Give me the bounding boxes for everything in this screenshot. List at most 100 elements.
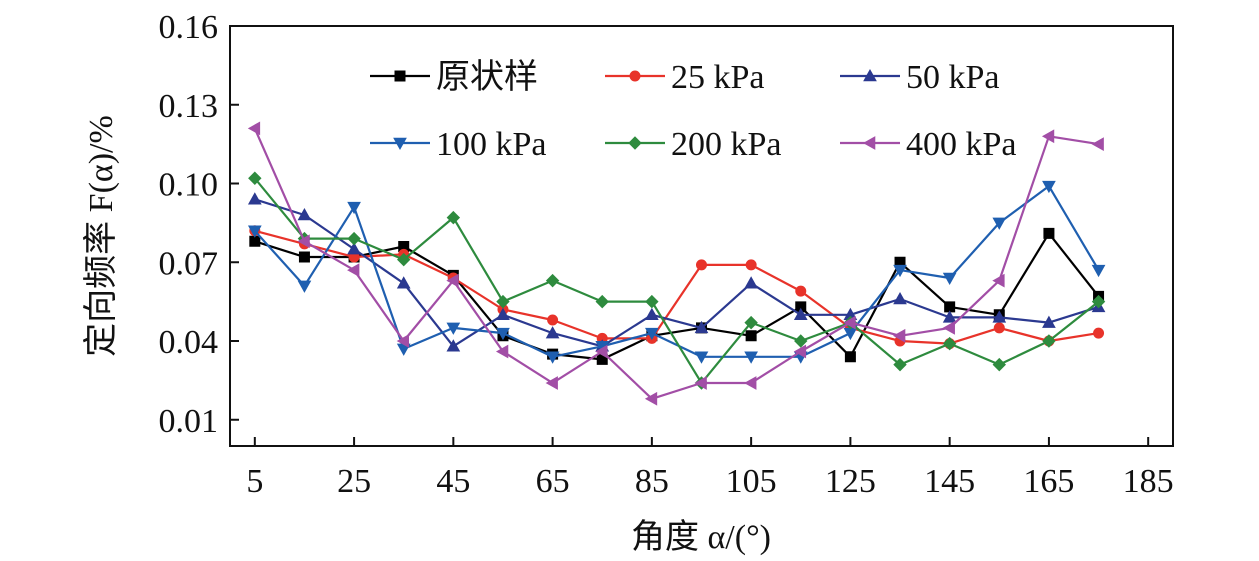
data-point (545, 351, 560, 364)
series-line (254, 198, 1099, 348)
x-axis: 5 25 45 65 85 105 125 145 165 185 (246, 437, 1174, 500)
x-tick-label: 85 (635, 463, 669, 500)
legend-item: 100 kPa (370, 126, 547, 163)
data-point (347, 242, 361, 255)
data-point (347, 263, 360, 277)
data-point (446, 273, 459, 288)
data-point (1042, 180, 1056, 194)
legend-label: 50 kPa (906, 59, 1000, 96)
data-point (843, 327, 858, 341)
series (249, 225, 1105, 350)
x-axis-title: 角度 α/(°) (631, 518, 771, 556)
data-point (644, 391, 658, 406)
legend-item: 原状样 (370, 58, 538, 96)
data-point (893, 357, 907, 372)
data-point (794, 334, 808, 348)
data-point (992, 310, 1007, 323)
data-point (863, 68, 877, 82)
data-point (297, 207, 312, 221)
data-point (744, 315, 758, 330)
data-point (843, 315, 856, 330)
legend-label: 200 kPa (671, 126, 782, 163)
data-point (298, 251, 310, 263)
data-point (694, 351, 709, 364)
series (247, 192, 1106, 352)
data-point (496, 294, 510, 309)
legend-label: 25 kPa (671, 59, 765, 96)
x-tick-label: 165 (1023, 463, 1074, 500)
legend-item: 200 kPa (605, 126, 782, 163)
data-point (1041, 129, 1055, 144)
series-line (253, 185, 1100, 358)
data-point (397, 252, 411, 267)
legend-label: 100 kPa (436, 126, 547, 163)
data-point (744, 351, 758, 364)
legend: 原状样 25 kPa 50 kPa 100 kPa 200 kPa 400 kPa (370, 58, 1017, 163)
data-point (993, 322, 1005, 334)
data-point (545, 273, 560, 288)
data-point (645, 327, 659, 341)
data-point (1042, 315, 1056, 328)
series-line (254, 232, 1100, 361)
data-point (744, 276, 758, 289)
data-point (893, 264, 907, 278)
y-tick-label: 0.01 (159, 403, 219, 440)
data-point (893, 291, 907, 305)
data-point (347, 201, 361, 215)
series-layer (247, 121, 1106, 406)
data-point (645, 294, 659, 309)
data-point (628, 136, 642, 150)
data-point (694, 320, 709, 334)
x-tick-label: 145 (924, 463, 975, 500)
data-point (248, 171, 262, 185)
data-point (1091, 294, 1106, 309)
y-axis-title: 定向频率 F(α)/% (82, 115, 120, 357)
x-tick-label: 185 (1123, 463, 1174, 500)
data-point (393, 137, 407, 151)
data-point (1043, 227, 1055, 239)
series (248, 171, 1106, 390)
data-point (396, 276, 411, 289)
data-point (744, 376, 757, 390)
series-line (253, 127, 1099, 400)
data-point (446, 339, 461, 352)
data-point (992, 357, 1006, 372)
y-tick-label: 0.04 (159, 324, 219, 361)
data-point (942, 336, 957, 351)
data-point (696, 259, 707, 271)
series-line (254, 229, 1099, 345)
data-point (495, 344, 509, 359)
data-point (547, 314, 559, 326)
data-point (297, 280, 312, 293)
legend-item: 25 kPa (605, 59, 765, 96)
data-point (446, 210, 461, 225)
data-point (745, 259, 757, 271)
data-point (844, 351, 856, 363)
y-tick-label: 0.10 (159, 167, 219, 204)
y-axis: 0.01 0.04 0.07 0.10 0.13 0.16 (159, 9, 239, 440)
series-line (253, 177, 1100, 385)
data-point (942, 272, 957, 286)
data-point (1091, 264, 1106, 278)
x-tick-label: 125 (825, 463, 876, 500)
data-point (595, 344, 608, 359)
data-point (297, 234, 310, 249)
y-tick-label: 0.16 (159, 9, 219, 46)
data-point (745, 330, 757, 342)
data-point (247, 192, 262, 205)
data-point (942, 321, 955, 335)
y-tick-label: 0.13 (159, 88, 219, 125)
data-point (795, 285, 807, 297)
data-point (595, 294, 609, 309)
legend-label: 400 kPa (906, 126, 1017, 163)
legend-label: 原状样 (436, 58, 538, 96)
data-point (645, 307, 659, 321)
data-point (892, 328, 906, 343)
x-tick-label: 45 (436, 463, 470, 500)
y-tick-label: 0.07 (159, 245, 219, 282)
data-point (942, 310, 957, 323)
data-point (992, 217, 1007, 230)
data-point (545, 376, 558, 390)
data-point (446, 322, 461, 335)
data-point (396, 334, 410, 348)
